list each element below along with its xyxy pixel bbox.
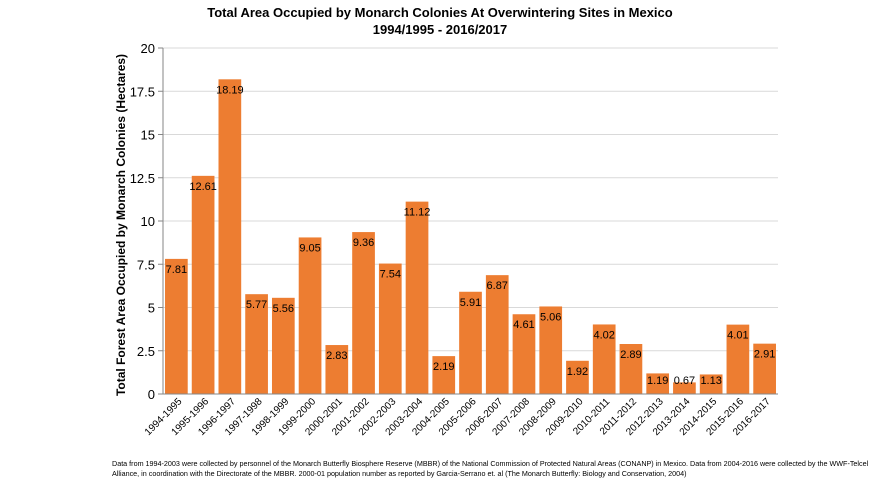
bar (726, 324, 750, 394)
y-tick-label: 7.5 (137, 257, 155, 272)
data-label: 2.91 (754, 349, 775, 361)
y-tick-label: 17.5 (130, 84, 155, 99)
data-label: 5.77 (246, 299, 267, 311)
data-label: 4.61 (513, 319, 534, 331)
data-label: 6.87 (487, 280, 508, 292)
x-tick-labels: 1994-19951995-19961996-19971997-19981998… (143, 396, 773, 438)
axes (158, 47, 778, 395)
bar (271, 297, 295, 394)
chart-title: Total Area Occupied by Monarch Colonies … (207, 5, 673, 20)
data-label: 5.91 (460, 297, 481, 309)
data-label: 1.92 (567, 366, 588, 378)
data-label: 11.12 (404, 207, 431, 219)
bar (165, 258, 188, 394)
data-label: 2.89 (620, 349, 641, 361)
footnote: Data from 1994-2003 were collected by pe… (112, 459, 869, 478)
bar (218, 79, 242, 395)
data-label: 9.36 (353, 237, 374, 249)
data-label: 1.19 (647, 375, 668, 387)
data-label: 9.05 (299, 242, 320, 254)
data-label: 7.54 (380, 269, 401, 281)
data-label: 2.83 (326, 350, 347, 362)
data-label: 5.06 (540, 311, 561, 323)
data-label: 4.02 (593, 329, 614, 341)
chart-subtitle: 1994/1995 - 2016/2017 (373, 22, 507, 37)
bar (673, 382, 696, 394)
y-tick-label: 15 (141, 128, 155, 143)
bar (619, 344, 643, 394)
y-tick-label: 2.5 (137, 344, 155, 359)
bar (405, 201, 429, 394)
bar (378, 263, 402, 394)
y-tick-label: 12.5 (130, 171, 155, 186)
data-label: 5.56 (273, 303, 294, 315)
bar (539, 306, 563, 394)
bar (432, 356, 456, 394)
data-label: 7.81 (166, 264, 187, 276)
bar (699, 374, 723, 394)
data-label: 0.67 (674, 375, 695, 387)
bar (485, 275, 509, 394)
bar (352, 232, 375, 394)
y-axis-label: Total Forest Area Occupied by Monarch Co… (114, 54, 128, 396)
bar (191, 175, 215, 394)
data-label: 2.19 (433, 361, 454, 373)
data-label: 4.01 (727, 330, 748, 342)
bars (165, 79, 776, 395)
y-tick-label: 5 (148, 301, 155, 316)
bar (646, 373, 670, 394)
data-label: 12.61 (189, 181, 217, 193)
y-tick-labels: 0 2.5 5 7.5 10 12.5 15 17.5 20 (130, 41, 155, 402)
data-label: 18.19 (216, 84, 244, 96)
y-tick-label: 20 (141, 41, 155, 56)
bar (566, 360, 589, 394)
bar (753, 343, 776, 394)
data-label: 1.13 (700, 375, 721, 387)
bar (298, 237, 322, 394)
bar (325, 345, 349, 394)
bar (245, 294, 268, 394)
y-tick-label: 10 (141, 214, 155, 229)
bar (512, 314, 536, 394)
bar (459, 291, 482, 394)
y-tick-label: 0 (148, 387, 155, 402)
bar (592, 324, 616, 394)
data-labels: 7.81 12.61 18.19 5.77 5.56 9.05 2.83 9.36 7.54 11… (166, 84, 776, 387)
